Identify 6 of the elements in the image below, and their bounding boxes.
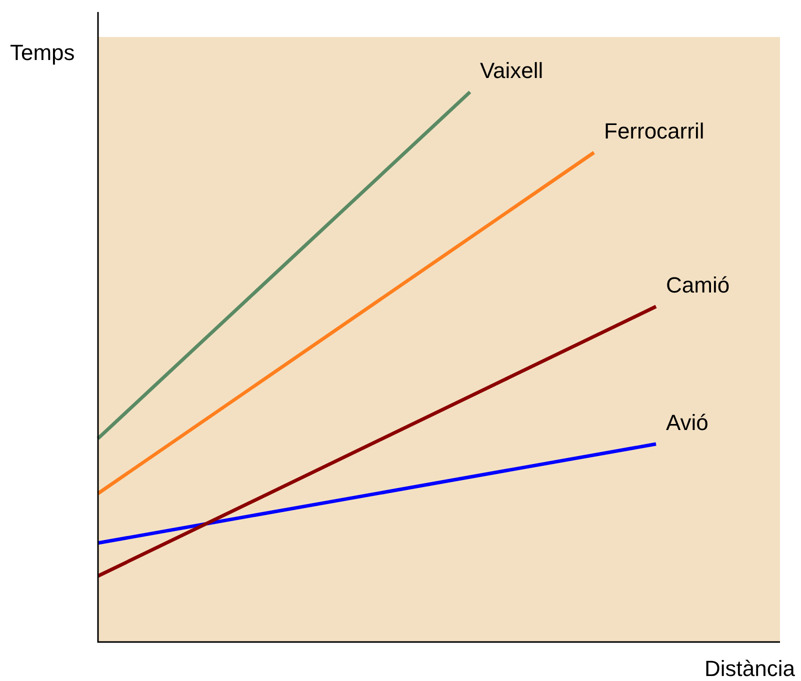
series-label: Camió — [666, 272, 730, 298]
series-label: Vaixell — [480, 58, 544, 84]
series-label: Ferrocarril — [604, 118, 704, 144]
y-axis-title: Temps — [10, 40, 75, 66]
x-axis-title: Distància — [704, 656, 795, 681]
series-label: Avió — [666, 410, 708, 436]
